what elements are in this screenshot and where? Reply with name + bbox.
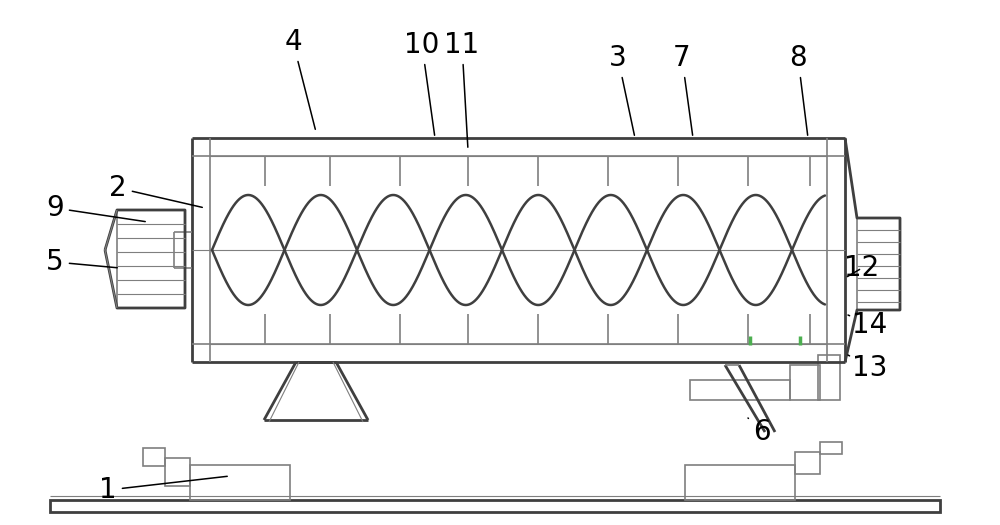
Bar	[190, 465, 290, 500]
Text: 4: 4	[284, 28, 315, 129]
Bar	[818, 355, 840, 400]
Bar	[165, 458, 190, 486]
Text: 13: 13	[848, 354, 888, 382]
Bar	[820, 442, 842, 454]
Text: 3: 3	[609, 44, 634, 135]
Text: 9: 9	[46, 194, 145, 222]
Bar	[795, 452, 820, 474]
Text: 8: 8	[789, 44, 808, 135]
Bar	[790, 365, 820, 400]
Bar	[143, 448, 165, 466]
Bar	[50, 500, 940, 512]
Text: 10: 10	[404, 31, 440, 135]
Text: 6: 6	[748, 418, 771, 446]
Text: 12: 12	[844, 254, 880, 282]
Bar	[685, 465, 795, 500]
Text: 14: 14	[848, 311, 888, 339]
Text: 11: 11	[444, 31, 480, 147]
Text: 1: 1	[99, 476, 227, 504]
Bar	[117, 210, 185, 308]
Text: 5: 5	[46, 248, 117, 276]
Text: 7: 7	[673, 44, 693, 135]
Text: 2: 2	[109, 174, 202, 207]
Bar	[690, 380, 790, 400]
Bar	[857, 218, 900, 310]
